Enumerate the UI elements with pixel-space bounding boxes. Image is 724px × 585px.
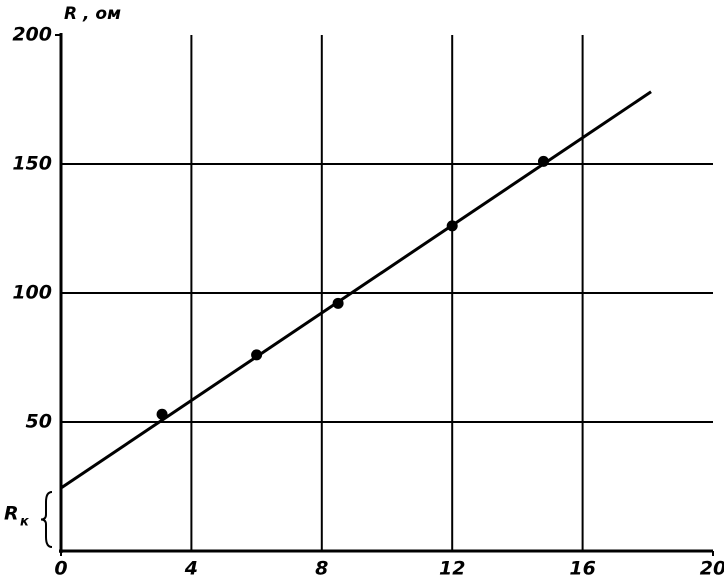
x-tick-label: 16 <box>569 558 595 580</box>
y-axis-label: R , ом <box>64 4 121 24</box>
x-tick-label: 0 <box>54 558 67 580</box>
y-tick-label: 200 <box>12 24 52 46</box>
data-point <box>332 297 344 309</box>
y-tick-label: 50 <box>26 411 52 433</box>
x-tick-label: 20 <box>700 558 724 580</box>
fit-line <box>60 90 652 490</box>
rk-brace <box>40 491 53 548</box>
data-point <box>537 155 549 167</box>
y-tick-label: 150 <box>12 153 52 175</box>
rk-subscript: к <box>20 515 30 530</box>
data-point <box>156 408 168 420</box>
x-tick-label: 12 <box>439 558 465 580</box>
x-tick-label: 4 <box>184 558 198 580</box>
y-tick-label: 100 <box>12 282 52 304</box>
x-tick-label: 8 <box>315 558 328 580</box>
rk-label: R <box>4 503 19 525</box>
data-point <box>251 349 263 361</box>
data-point <box>446 220 458 232</box>
